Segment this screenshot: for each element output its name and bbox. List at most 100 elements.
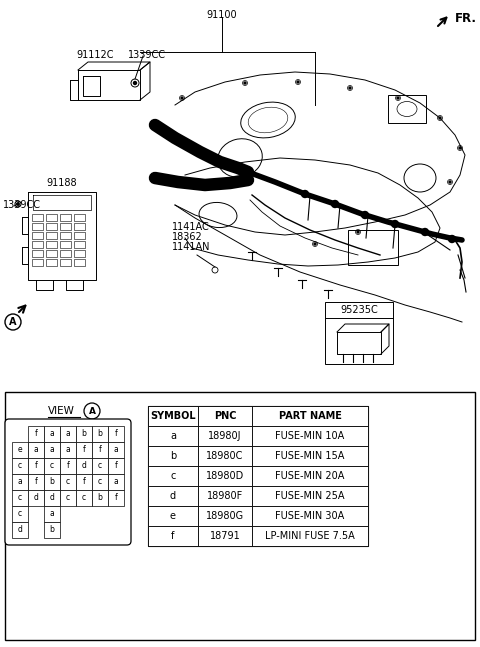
Text: a: a bbox=[114, 446, 119, 454]
Text: VIEW: VIEW bbox=[48, 406, 75, 416]
Circle shape bbox=[421, 228, 429, 236]
Bar bbox=[348, 230, 398, 265]
Text: 18980C: 18980C bbox=[206, 451, 244, 461]
Bar bbox=[74, 214, 85, 221]
Text: f: f bbox=[115, 461, 118, 470]
Bar bbox=[198, 506, 252, 526]
Text: FUSE-MIN 20A: FUSE-MIN 20A bbox=[276, 471, 345, 481]
Circle shape bbox=[397, 97, 399, 99]
Bar bbox=[148, 446, 198, 466]
Text: a: a bbox=[49, 509, 54, 518]
Text: 91100: 91100 bbox=[207, 10, 237, 20]
Text: e: e bbox=[170, 511, 176, 521]
Text: f: f bbox=[35, 477, 37, 487]
Text: LP-MINI FUSE 7.5A: LP-MINI FUSE 7.5A bbox=[265, 531, 355, 541]
Bar bbox=[252, 466, 368, 486]
Bar bbox=[76, 490, 92, 506]
Text: f: f bbox=[83, 477, 85, 487]
Circle shape bbox=[449, 181, 451, 183]
Circle shape bbox=[349, 87, 351, 89]
Circle shape bbox=[244, 82, 246, 84]
Bar bbox=[76, 474, 92, 490]
Text: a: a bbox=[49, 446, 54, 454]
Text: 18980F: 18980F bbox=[207, 491, 243, 501]
Bar bbox=[60, 241, 71, 248]
Text: FUSE-MIN 25A: FUSE-MIN 25A bbox=[275, 491, 345, 501]
Bar bbox=[60, 442, 76, 458]
Bar bbox=[60, 223, 71, 230]
Bar bbox=[44, 442, 60, 458]
Text: f: f bbox=[171, 531, 175, 541]
Text: a: a bbox=[66, 430, 71, 439]
Text: SYMBOL: SYMBOL bbox=[150, 411, 196, 421]
Bar bbox=[76, 426, 92, 442]
Bar bbox=[76, 442, 92, 458]
Text: 18980G: 18980G bbox=[206, 511, 244, 521]
Bar bbox=[108, 442, 124, 458]
Bar bbox=[252, 506, 368, 526]
Text: b: b bbox=[170, 451, 176, 461]
Text: 91188: 91188 bbox=[47, 178, 77, 188]
Bar bbox=[46, 232, 57, 239]
Bar bbox=[76, 458, 92, 474]
Bar bbox=[32, 223, 43, 230]
Circle shape bbox=[332, 201, 338, 208]
Bar bbox=[60, 426, 76, 442]
Text: b: b bbox=[97, 494, 102, 503]
Bar bbox=[198, 486, 252, 506]
Bar bbox=[92, 458, 108, 474]
Text: PNC: PNC bbox=[214, 411, 236, 421]
Text: d: d bbox=[170, 491, 176, 501]
FancyBboxPatch shape bbox=[5, 419, 131, 545]
Bar bbox=[108, 474, 124, 490]
Text: c: c bbox=[98, 477, 102, 487]
Bar bbox=[198, 466, 252, 486]
Text: 18791: 18791 bbox=[210, 531, 240, 541]
Text: e: e bbox=[18, 446, 22, 454]
Text: f: f bbox=[115, 430, 118, 439]
Circle shape bbox=[361, 212, 369, 219]
Text: 91112C: 91112C bbox=[76, 50, 113, 60]
Bar bbox=[388, 95, 426, 123]
Text: b: b bbox=[97, 430, 102, 439]
Circle shape bbox=[314, 243, 316, 245]
Bar bbox=[148, 426, 198, 446]
Bar bbox=[12, 458, 28, 474]
Bar bbox=[46, 214, 57, 221]
Text: 1339CC: 1339CC bbox=[3, 200, 41, 210]
Text: f: f bbox=[98, 446, 101, 454]
Circle shape bbox=[181, 97, 183, 99]
Bar bbox=[32, 214, 43, 221]
Text: a: a bbox=[18, 477, 23, 487]
Bar bbox=[46, 250, 57, 257]
Bar bbox=[108, 426, 124, 442]
Bar bbox=[44, 426, 60, 442]
Text: d: d bbox=[18, 525, 23, 534]
Text: b: b bbox=[82, 430, 86, 439]
Bar bbox=[28, 490, 44, 506]
Circle shape bbox=[439, 117, 441, 119]
Text: c: c bbox=[66, 477, 70, 487]
Text: FUSE-MIN 15A: FUSE-MIN 15A bbox=[276, 451, 345, 461]
Text: a: a bbox=[66, 446, 71, 454]
Bar bbox=[92, 490, 108, 506]
Text: FR.: FR. bbox=[455, 12, 477, 25]
Bar bbox=[60, 458, 76, 474]
Text: 1141AC: 1141AC bbox=[172, 222, 210, 232]
Text: d: d bbox=[49, 494, 54, 503]
Circle shape bbox=[448, 236, 456, 243]
Text: f: f bbox=[67, 461, 70, 470]
Bar bbox=[252, 406, 368, 426]
Circle shape bbox=[133, 82, 136, 85]
Text: FUSE-MIN 10A: FUSE-MIN 10A bbox=[276, 431, 345, 441]
Bar bbox=[32, 241, 43, 248]
Bar bbox=[60, 490, 76, 506]
Bar bbox=[252, 426, 368, 446]
Bar bbox=[32, 232, 43, 239]
Bar bbox=[148, 406, 368, 546]
Bar bbox=[60, 232, 71, 239]
Bar bbox=[148, 506, 198, 526]
Circle shape bbox=[357, 231, 359, 233]
Bar bbox=[198, 406, 252, 426]
Circle shape bbox=[459, 147, 461, 149]
